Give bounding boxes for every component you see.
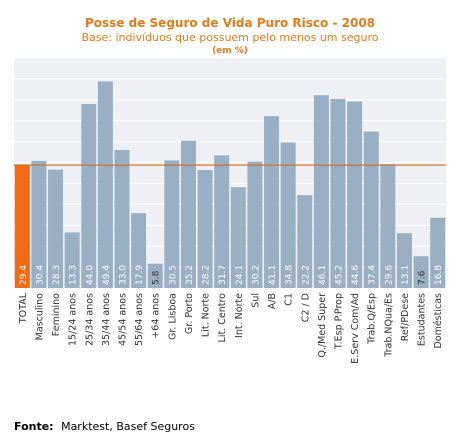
category-tick-label: C1 [284,293,295,306]
bar [180,140,196,288]
category-tick-label: Ref/PDese [400,293,411,341]
bar [197,170,213,288]
bar [330,98,346,289]
category-tick-label: 35/44 anos [101,293,112,346]
value-label: 30.4 [35,265,45,285]
bar [264,116,280,288]
source-label: Fonte: [14,420,54,433]
source-note: Fonte: Marktest, Basef Seguros [14,420,195,433]
category-tick-label: Lit. Norte [201,293,212,337]
category-tick-label: Int. Norte [234,293,245,338]
category-tick-label: 45/54 anos [118,293,129,346]
category-tick-label: Sul [250,293,261,308]
category-tick-label: Trab.Q/Esp [367,293,378,345]
category-tick-label: A/B [267,293,278,309]
category-tick-label: Gr. Lisboa [167,293,178,340]
value-label: 37.4 [368,265,378,285]
bar [114,150,130,288]
category-tick-label: TOTAL [18,292,29,324]
bar [214,155,230,288]
value-label: 16.8 [434,265,444,285]
value-label: 44.0 [85,265,95,285]
value-label: 13.3 [69,265,79,285]
value-label: 7.6 [418,270,428,285]
bar [147,263,163,288]
bar [81,104,97,288]
bar [347,101,363,288]
bars [14,81,446,289]
value-label: 13.1 [401,265,411,285]
value-label: 5.8 [152,270,162,285]
category-tick-label: C2 / D [300,293,311,322]
value-label: 41.1 [268,265,278,285]
bar [131,213,147,288]
category-tick-label: 25/34 anos [84,293,95,346]
category-tick-label: 55/64 anos [134,293,145,346]
bar [14,165,30,288]
bar [380,164,396,288]
value-label: 29.6 [384,265,394,285]
bar [396,233,412,288]
value-label: 29.4 [19,265,29,285]
category-tick-label: Masculino [34,293,45,341]
category-tick-label: 15/24 anos [68,293,79,346]
value-label: 24.1 [235,265,245,285]
value-label: 46.1 [318,265,328,285]
category-tick-label: E.Serv Com/Ad [350,293,361,364]
value-label: 35.2 [185,265,195,285]
bar [430,217,446,288]
chart-title: Posse de Seguro de Vida Puro Risco - 200… [85,16,375,30]
category-tick-label: Trab.NQua/Es [383,293,394,358]
chart-unit-note: (em %) [212,46,248,56]
category-tick-label: Domésticas [433,293,444,349]
value-label: 17.9 [135,265,145,285]
value-label: 28.2 [202,265,212,285]
value-label: 44.6 [351,265,361,285]
bar [313,95,329,288]
bar [31,160,47,288]
value-label: 45.2 [335,265,345,285]
bar [48,169,64,288]
bar [164,160,180,288]
category-tick-label: +64 anos [151,293,162,339]
value-label: 49.4 [102,265,112,285]
chart-subtitle: Base: indivíduos que possuem pelo menos … [82,31,379,44]
category-tick-label: Q./Med Super [317,293,328,358]
bar [413,256,429,288]
bar [97,81,113,288]
value-label: 33.0 [119,265,129,285]
value-label: 30.2 [251,265,261,285]
category-tick-labels: TOTAL Masculino Feminino 15/24 anos 25/34 an… [18,292,444,363]
category-tick-label: Gr. Porto [184,293,195,334]
bar [363,131,379,288]
value-labels: 29.4 30.4 28.3 13.3 44.0 49.4 33.0 17.9 5.8 30.5 3… [19,265,444,285]
source-text: Marktest, Basef Seguros [61,420,195,433]
bar [230,187,246,288]
value-label: 22.2 [301,265,311,285]
value-label: 30.5 [168,265,178,285]
bar [280,142,296,288]
category-tick-label: Estudantes [417,293,428,346]
category-tick-label: T.Esp P.Prop [334,293,345,350]
bar [247,161,263,288]
bar [64,232,80,288]
category-tick-label: Lit. Centro [217,293,228,343]
category-tick-label: Feminino [51,293,62,336]
value-label: 28.3 [52,265,62,285]
value-label: 34.8 [285,265,295,285]
bar [297,195,313,288]
value-label: 31.7 [218,265,228,285]
